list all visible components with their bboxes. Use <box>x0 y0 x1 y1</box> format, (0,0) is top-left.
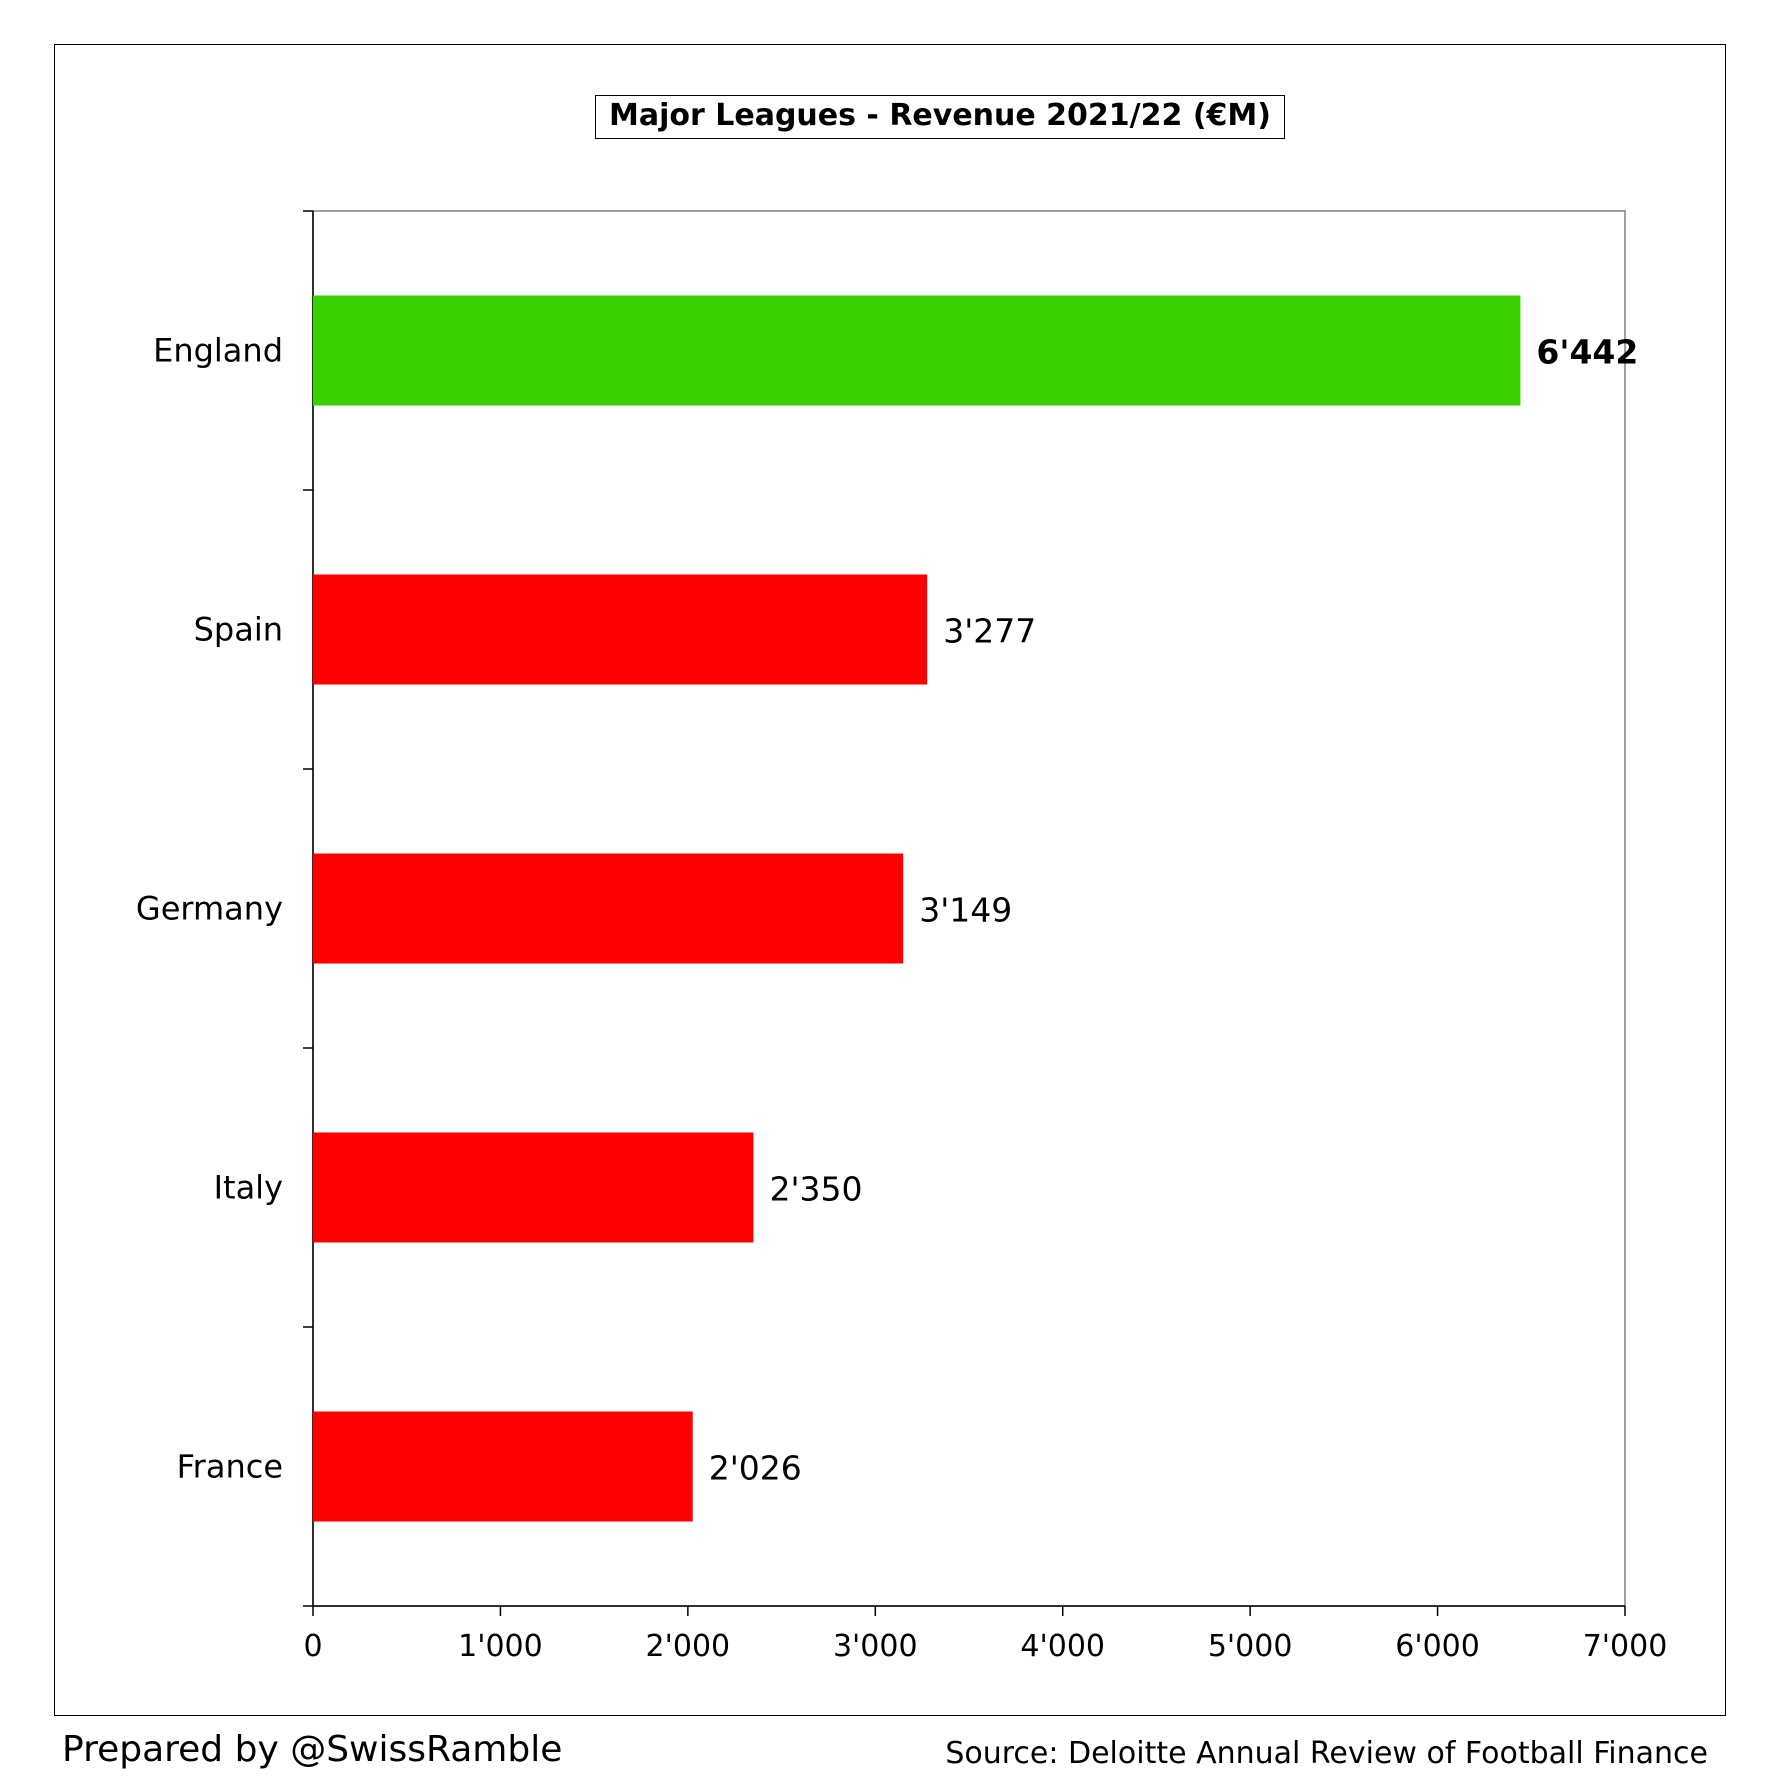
value-label: 6'442 <box>1536 333 1638 372</box>
x-tick-label: 3'000 <box>833 1629 918 1664</box>
bar <box>313 853 904 964</box>
x-tick-label: 7'000 <box>1583 1629 1668 1664</box>
prepared-by-credit: Prepared by @SwissRamble <box>62 1729 563 1770</box>
value-label: 3'277 <box>943 612 1036 651</box>
x-tick-label: 6'000 <box>1395 1629 1480 1664</box>
category-label: France <box>177 1448 283 1486</box>
value-label: 2'350 <box>769 1170 862 1209</box>
x-tick-label: 1'000 <box>458 1629 543 1664</box>
bar <box>313 295 1521 406</box>
category-label: Germany <box>136 890 283 928</box>
x-tick-label: 4'000 <box>1020 1629 1105 1664</box>
plot-area: 0 1'000 2'000 3'000 4'000 5'000 6'000 7'000 Engl… <box>136 210 1668 1664</box>
value-label: 3'149 <box>919 891 1012 930</box>
category-label: Italy <box>214 1169 283 1207</box>
bar <box>313 574 928 685</box>
chart-title: Major Leagues - Revenue 2021/22 (€M) <box>595 95 1285 139</box>
x-tick-label: 5'000 <box>1208 1629 1293 1664</box>
x-tick-label: 2'000 <box>646 1629 731 1664</box>
bar <box>313 1132 754 1243</box>
category-label: Spain <box>194 611 283 649</box>
value-label: 2'026 <box>709 1449 802 1488</box>
bar <box>313 1411 693 1522</box>
category-label: England <box>153 332 283 370</box>
source-note: Source: Deloitte Annual Review of Footba… <box>945 1736 1708 1771</box>
x-tick-label: 0 <box>303 1629 322 1664</box>
